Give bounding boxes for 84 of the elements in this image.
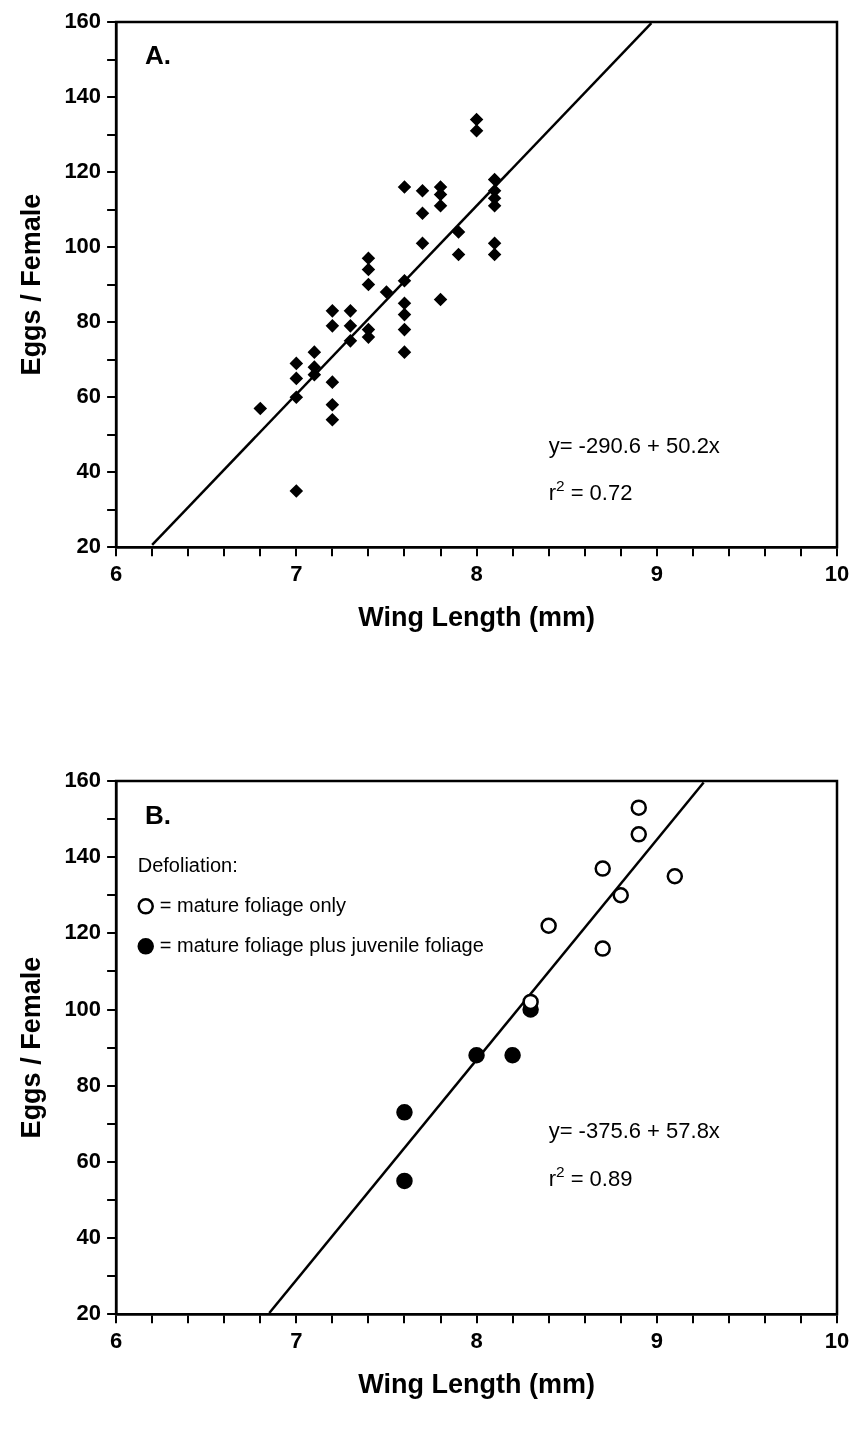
point (488, 248, 501, 261)
point (362, 263, 375, 276)
point (396, 1104, 413, 1121)
point (344, 334, 357, 348)
point (452, 248, 465, 261)
y-tick-label: 120 (64, 919, 102, 945)
point (380, 285, 393, 299)
x-tick-label: 9 (650, 1328, 663, 1354)
point (594, 860, 611, 877)
y-tick-label: 80 (76, 308, 102, 334)
point (326, 319, 339, 333)
point (308, 345, 321, 359)
point (416, 237, 429, 250)
legend-label: = mature foliage plus juvenile foliage (159, 933, 484, 956)
point (398, 297, 411, 310)
y-tick-label: 40 (76, 1224, 102, 1250)
y-tick-label: 100 (64, 233, 102, 259)
y-axis-title: Eggs / Female (15, 193, 46, 376)
x-tick-label: 9 (650, 561, 663, 587)
x-tick-label: 10 (824, 561, 850, 587)
point (398, 345, 411, 359)
x-axis-title: Wing Length (mm) (358, 1369, 595, 1400)
point (326, 413, 339, 426)
point (452, 225, 465, 239)
x-tick-label: 7 (290, 561, 303, 587)
y-tick-label: 120 (64, 158, 102, 184)
point (488, 173, 501, 186)
point (470, 113, 483, 126)
point (416, 184, 429, 198)
point (398, 274, 411, 288)
legend-title: Defoliation: (137, 853, 238, 876)
point (398, 323, 411, 336)
point (290, 372, 303, 385)
x-tick-label: 6 (109, 561, 123, 587)
legend-label: = mature foliage only (159, 893, 346, 916)
point (594, 940, 611, 957)
x-axis-title: Wing Length (mm) (358, 602, 595, 633)
point (612, 887, 629, 904)
annotation: y= -290.6 + 50.2x (548, 432, 720, 458)
y-tick-label: 60 (76, 383, 102, 409)
y-tick-label: 160 (64, 767, 102, 793)
point (362, 252, 375, 265)
x-tick-label: 7 (290, 1328, 303, 1354)
point (254, 402, 267, 415)
x-tick-label: 10 (824, 1328, 850, 1354)
point (362, 278, 375, 291)
y-tick-label: 20 (76, 533, 102, 559)
y-axis-title: Eggs / Female (15, 956, 46, 1139)
y-tick-label: 100 (64, 995, 102, 1021)
point (326, 398, 339, 411)
point (666, 867, 684, 885)
point (434, 293, 447, 306)
annotation: y= -375.6 + 57.8x (548, 1118, 720, 1144)
y-tick-label: 140 (64, 83, 102, 109)
y-tick-label: 20 (76, 1300, 102, 1326)
point (344, 319, 357, 333)
point (344, 304, 357, 318)
point (290, 357, 303, 370)
point (290, 390, 303, 404)
point (488, 237, 501, 250)
point (630, 826, 647, 843)
annotation: B. (144, 799, 171, 830)
x-tick-label: 6 (109, 1328, 123, 1354)
x-tick-label: 8 (470, 1328, 483, 1354)
x-tick-label: 8 (470, 561, 483, 587)
point (630, 799, 647, 816)
point (326, 304, 339, 318)
point (540, 917, 557, 934)
point (504, 1046, 521, 1064)
y-tick-label: 80 (76, 1071, 102, 1097)
annotation: A. (144, 40, 171, 71)
point (434, 199, 447, 213)
point (326, 375, 339, 389)
point (416, 207, 429, 220)
y-tick-label: 40 (76, 458, 102, 484)
y-tick-label: 60 (76, 1147, 102, 1173)
point (290, 484, 303, 498)
point (470, 124, 483, 138)
point (398, 308, 411, 321)
y-tick-label: 160 (64, 8, 102, 34)
y-tick-label: 140 (64, 843, 102, 869)
point (396, 1172, 413, 1190)
point (468, 1046, 485, 1064)
point (398, 180, 411, 194)
